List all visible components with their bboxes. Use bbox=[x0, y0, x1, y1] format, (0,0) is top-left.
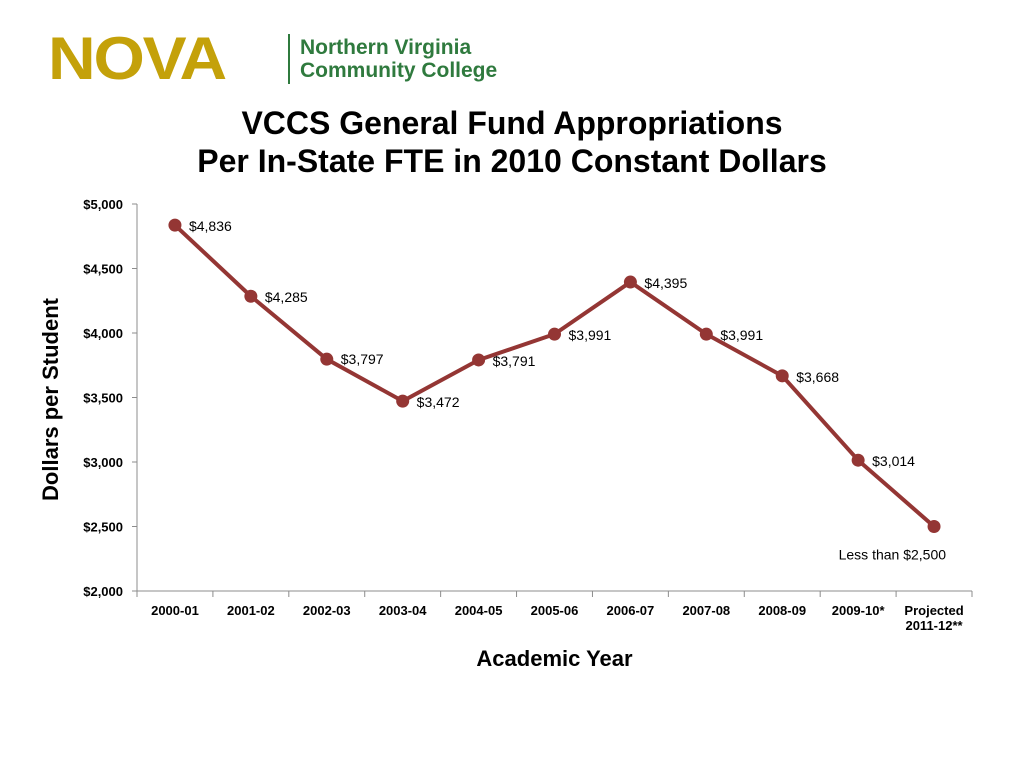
y-tick-label: $2,000 bbox=[83, 584, 123, 599]
data-point bbox=[699, 327, 713, 341]
data-point bbox=[623, 275, 637, 289]
data-point bbox=[396, 394, 410, 408]
x-tick-label: 2006-07 bbox=[607, 603, 655, 618]
logo-name-line2: Community College bbox=[300, 59, 498, 82]
y-axis-ticks: $2,000 $2,500 $3,000 $3,500 $4,000 $4,500 $5,0… bbox=[83, 197, 137, 599]
data-label: $3,991 bbox=[569, 327, 612, 343]
y-tick-label: $3,500 bbox=[83, 391, 123, 406]
y-tick-label: $5,000 bbox=[83, 197, 123, 212]
data-label: $3,472 bbox=[417, 394, 460, 410]
data-label: $3,668 bbox=[796, 369, 839, 385]
data-label: $4,395 bbox=[644, 275, 687, 291]
nova-logo: NOVA Northern Virginia Community College bbox=[48, 29, 497, 89]
data-point bbox=[244, 289, 258, 303]
x-tick-label: 2009-10* bbox=[832, 603, 886, 618]
data-label: $4,285 bbox=[265, 289, 308, 305]
data-labels: $4,836 $4,285 $3,797 $3,472 $3,791 $3,991 $4,3… bbox=[189, 218, 946, 562]
data-point bbox=[320, 352, 334, 366]
series-layer bbox=[168, 218, 941, 533]
x-tick-label: 2004-05 bbox=[455, 603, 503, 618]
chart-title: VCCS General Fund Appropriations Per In-… bbox=[0, 104, 1024, 180]
data-label: $3,014 bbox=[872, 453, 915, 469]
y-tick-label: $2,500 bbox=[83, 520, 123, 535]
chart-title-line1: VCCS General Fund Appropriations bbox=[241, 105, 783, 141]
chart-title-line2: Per In-State FTE in 2010 Constant Dollar… bbox=[197, 143, 827, 179]
data-label: $4,836 bbox=[189, 218, 232, 234]
x-tick-label: 2001-02 bbox=[227, 603, 275, 618]
x-axis-title: Academic Year bbox=[476, 646, 633, 671]
x-tick-label: 2002-03 bbox=[303, 603, 351, 618]
y-axis-title: Dollars per Student bbox=[38, 297, 63, 501]
data-point bbox=[851, 453, 865, 467]
data-point bbox=[927, 520, 941, 533]
logo-mark: NOVA bbox=[48, 25, 227, 92]
data-point bbox=[472, 353, 486, 367]
y-tick-label: $4,000 bbox=[83, 326, 123, 341]
y-tick-label: $4,500 bbox=[83, 262, 123, 277]
chart-axes bbox=[136, 204, 972, 592]
x-tick-label: 2005-06 bbox=[531, 603, 579, 618]
x-tick-label: 2008-09 bbox=[758, 603, 806, 618]
x-tick-label: 2007-08 bbox=[682, 603, 730, 618]
logo-name-line1: Northern Virginia bbox=[300, 36, 472, 59]
data-point bbox=[168, 218, 182, 232]
x-axis-ticks: 2000-01 2001-02 2002-03 2003-04 2004-05 2005-… bbox=[136, 591, 973, 633]
x-tick-label: Projected 2011-12** bbox=[904, 603, 963, 633]
x-tick-label: 2000-01 bbox=[151, 603, 199, 618]
logo-divider bbox=[288, 34, 290, 84]
data-point bbox=[775, 369, 789, 383]
x-tick-label: 2003-04 bbox=[379, 603, 427, 618]
data-label: $3,797 bbox=[341, 351, 384, 367]
data-label: $3,791 bbox=[493, 353, 536, 369]
data-label: $3,991 bbox=[720, 327, 763, 343]
data-point bbox=[548, 327, 561, 341]
y-tick-label: $3,000 bbox=[83, 455, 123, 470]
data-label: Less than $2,500 bbox=[839, 547, 947, 563]
logo-name: Northern Virginia Community College bbox=[300, 36, 497, 82]
